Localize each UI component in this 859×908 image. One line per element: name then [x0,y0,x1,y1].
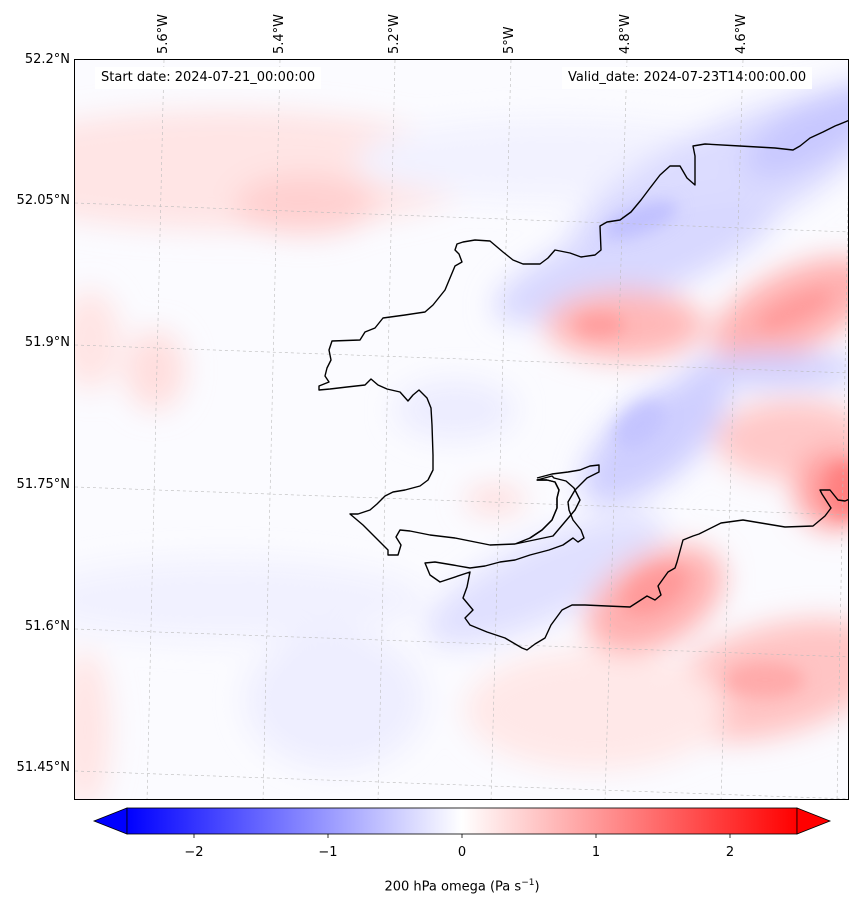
omega-field [75,60,848,799]
colorbar-gradient [126,807,798,835]
lon-gridline [836,191,848,799]
field-patch [235,175,375,235]
colorbar [92,807,832,838]
field-patch [623,565,687,615]
omega-peaks [575,201,848,698]
field-patch [75,290,120,390]
units: Pa s [495,879,522,895]
field-patch [75,650,110,799]
coastline-segment [529,479,560,539]
colorbar-tick-label: 0 [457,845,467,860]
field-patch [744,82,848,178]
lat-label-52-2: 52.2°N [24,52,70,67]
field-patch [581,374,729,506]
colorbar-tick-label: −1 [318,845,338,860]
lon-label-5-4: 5.4°W [272,13,287,54]
field-patch [493,196,777,324]
lat-label-51-6: 51.6°N [24,619,70,634]
coastline-segment [424,464,848,651]
field-patch [465,486,525,514]
lat-label-51-9: 51.9°N [24,335,70,350]
lat-label-51-45: 51.45°N [16,760,70,775]
lat-label-52-05: 52.05°N [16,193,70,208]
field-patch [602,201,678,239]
units-exponent: −1 [521,878,535,888]
field-patch [575,313,625,337]
field-patch [758,289,832,331]
field-patch [725,662,805,698]
valid-date-label: Valid_date: 2024-07-23T14:00:00.00 [562,67,813,89]
colorbar-tick-label: 2 [725,845,735,860]
map-panel [74,59,849,800]
field-patch [614,401,666,449]
colorbar-min-extend [92,807,128,835]
lon-label-5-2: 5.2°W [387,13,402,54]
colorbar-tick-label: −2 [184,845,204,860]
colorbar-max-extend [796,807,832,835]
lon-label-5: 5°W [502,26,517,54]
coastline [318,120,848,651]
variable-name: 200 hPa omega [384,879,486,895]
field-patch [245,630,425,770]
lon-label-5-6: 5.6°W [156,13,171,54]
field-patch [395,380,515,440]
lat-label-51-75: 51.75°N [16,477,70,492]
coastline-segment [318,120,848,556]
field-patch [425,514,665,646]
graticule [75,60,848,799]
field-patch [75,560,425,640]
lon-label-4-8: 4.8°W [618,13,633,54]
start-date-label: Start date: 2024-07-21_00:00:00 [95,67,322,89]
field-patch [125,330,185,410]
lon-label-4-6: 4.6°W [734,13,749,54]
colorbar-ticks [193,834,731,838]
field-patch [465,650,725,770]
colorbar-label: 200 hPa omega (Pa s−1) [384,878,540,895]
colorbar-tick-label: 1 [591,845,601,860]
